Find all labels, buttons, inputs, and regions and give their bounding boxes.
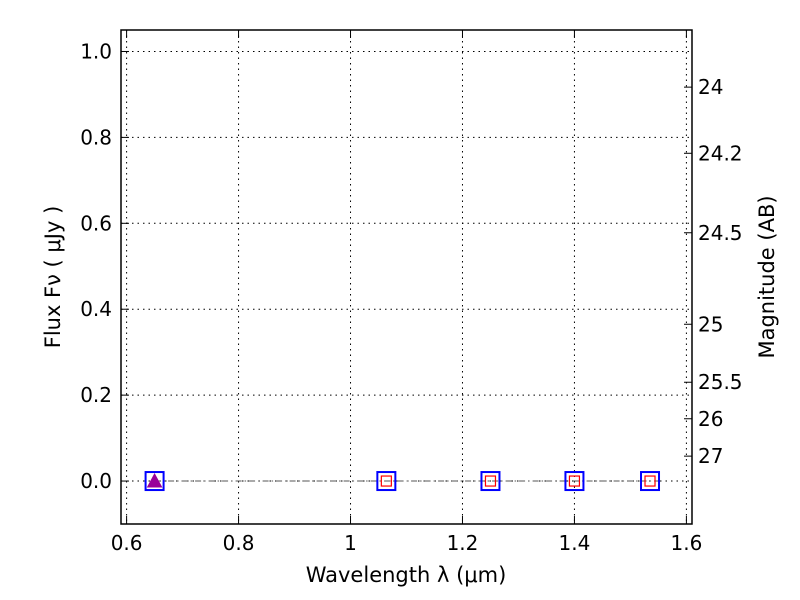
y-tick-label: 0.8: [80, 125, 112, 149]
x-tick-label: 0.6: [111, 531, 143, 555]
y-tick-label: 0.4: [80, 297, 112, 321]
y-tick-label: 0.0: [80, 469, 112, 493]
right-tick-label: 25.5: [698, 370, 743, 394]
data-point-model: [484, 475, 497, 487]
y-tick-labels: 0.0 0.2 0.4 0.6 0.8 1.0: [80, 39, 112, 493]
right-tick-label: 24.2: [698, 141, 743, 165]
data-point-observed: [640, 471, 661, 492]
data-point-model: [644, 475, 656, 487]
tick-marks: [121, 30, 692, 524]
x-axis-label: Wavelength λ (μm): [306, 563, 507, 587]
data-point-model: [380, 475, 392, 487]
data-point-observed: [564, 471, 585, 492]
data-point-observed: [480, 471, 501, 492]
x-tick-label: 1.4: [559, 531, 591, 555]
right-tick-label: 27: [698, 444, 723, 468]
x-tick-label: 1.6: [670, 531, 702, 555]
x-tick-label: 0.8: [223, 531, 255, 555]
right-axis-label: Magnitude (AB): [755, 195, 779, 358]
y-tick-label: 1.0: [80, 39, 112, 63]
grid-lines: [121, 30, 692, 524]
data-marks: [144, 471, 661, 492]
right-tick-label: 25: [698, 312, 723, 336]
right-tick-label: 24: [698, 75, 723, 99]
data-point-observed: [376, 471, 397, 492]
x-tick-label: 1: [344, 531, 357, 555]
x-tick-labels: 0.6 0.8 1 1.2 1.4 1.6: [111, 531, 703, 555]
y-tick-label: 0.2: [80, 383, 112, 407]
right-tick-label: 26: [698, 407, 723, 431]
data-point-model: [568, 475, 581, 487]
y-axis-label: Flux Fν ( μJy ): [41, 206, 65, 349]
right-tick-labels: 24 24.2 24.5 25 25.5 26 27: [698, 75, 743, 468]
data-point-observed: [144, 471, 165, 492]
plot-frame: [120, 29, 693, 525]
y-tick-label: 0.6: [80, 211, 112, 235]
x-tick-label: 1.2: [447, 531, 479, 555]
right-tick-label: 24.5: [698, 221, 743, 245]
data-point-upper-limit: [146, 472, 163, 488]
